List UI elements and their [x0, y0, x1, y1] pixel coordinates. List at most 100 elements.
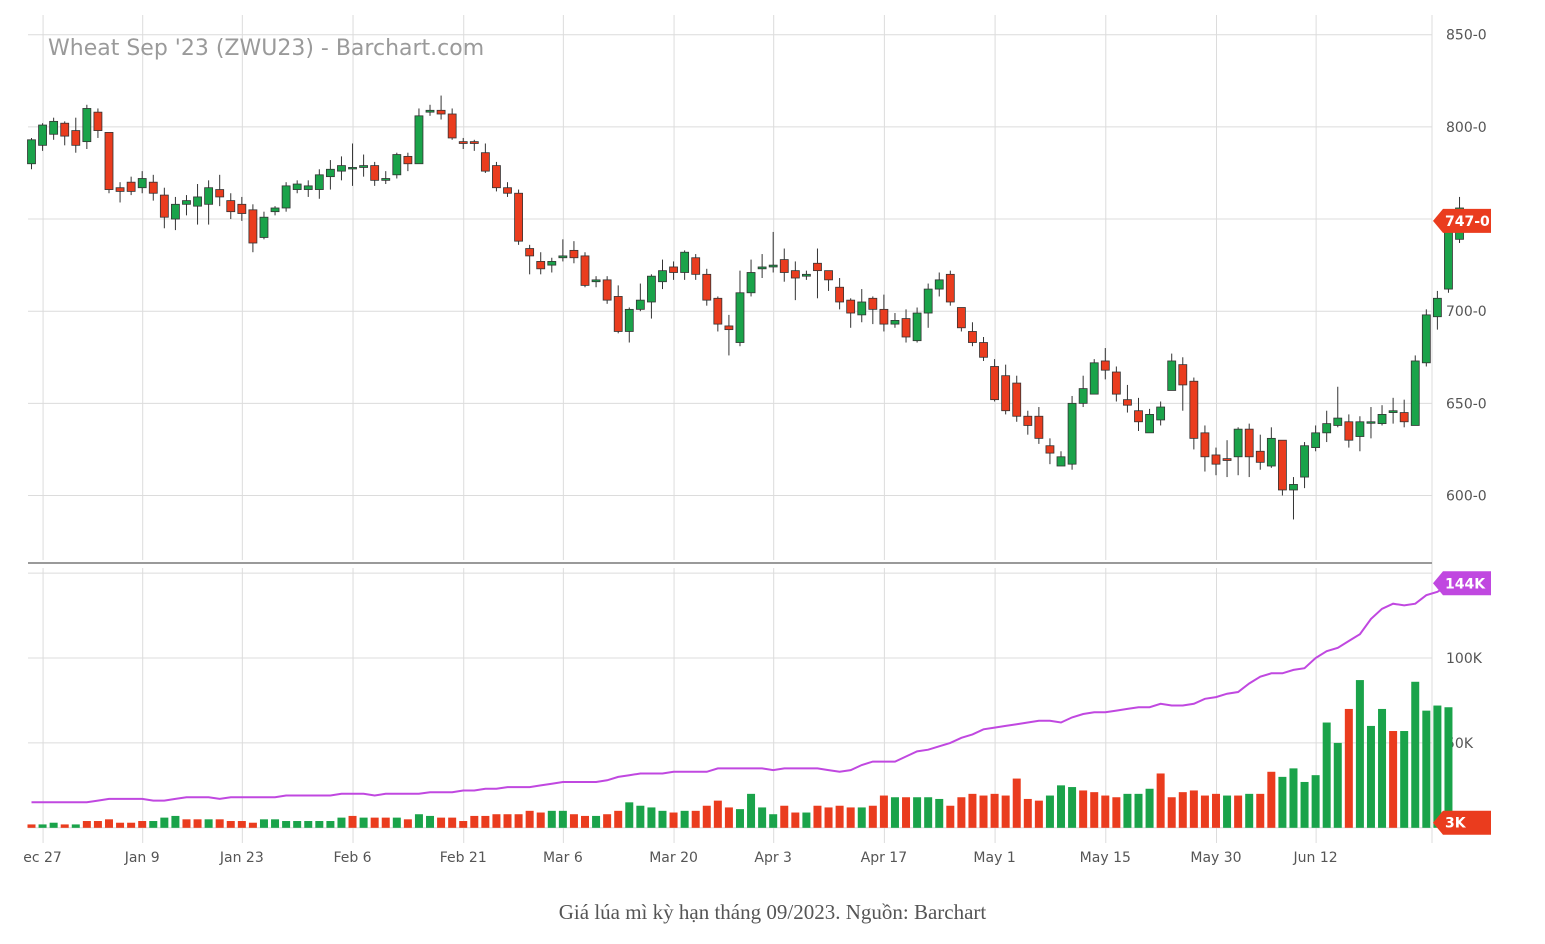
- volume-bar: [1189, 790, 1198, 828]
- volume-bar: [547, 810, 556, 828]
- candle-body: [724, 325, 734, 331]
- time-tick-label: Feb 21: [440, 850, 487, 866]
- volume-bar: [1012, 778, 1021, 828]
- time-tick-label: Jan 23: [219, 850, 264, 866]
- volume-bar: [1256, 793, 1265, 828]
- candle-body: [1410, 360, 1420, 426]
- volume-bar: [437, 817, 446, 828]
- volume-bar: [735, 809, 744, 828]
- volume-bar: [1289, 768, 1298, 828]
- volume-bar: [536, 812, 545, 828]
- volume-bar: [426, 815, 435, 828]
- time-tick-label: May 15: [1080, 850, 1131, 866]
- candle-body: [768, 264, 778, 268]
- candle-body: [901, 318, 911, 338]
- candle-body: [27, 139, 36, 165]
- volume-bar: [569, 814, 578, 828]
- volume-bar: [459, 821, 468, 828]
- candle-body: [381, 178, 391, 181]
- candle-body: [403, 155, 413, 165]
- candle-body: [60, 122, 70, 137]
- candle-body: [1045, 445, 1055, 454]
- volume-tick-label: 100K: [1446, 651, 1483, 667]
- candle-body: [1012, 382, 1022, 417]
- candle-body: [281, 185, 291, 209]
- candle-body: [1067, 402, 1077, 465]
- time-tick-label: ec 27: [23, 850, 62, 866]
- volume-bar: [1101, 795, 1110, 828]
- volume-bar: [802, 812, 811, 828]
- candle-body: [813, 262, 822, 272]
- candle-body: [348, 167, 357, 170]
- candle-body: [137, 178, 147, 189]
- candle-body: [126, 181, 136, 192]
- volume-bar: [747, 793, 756, 828]
- price-tick-label: 600-0: [1446, 488, 1487, 504]
- volume-bar: [780, 805, 789, 828]
- volume-bar: [1156, 773, 1165, 828]
- volume-bar: [1333, 742, 1342, 828]
- candle-body: [691, 257, 701, 275]
- volume-bar: [1145, 788, 1154, 828]
- candle-body: [1167, 360, 1177, 391]
- time-tick-label: Feb 6: [333, 850, 371, 866]
- volume-bar: [1079, 790, 1088, 828]
- volume-bar: [525, 810, 534, 828]
- candle-body: [49, 120, 59, 135]
- chart-caption: Giá lúa mì kỳ hạn tháng 09/2023. Nguồn: …: [558, 900, 987, 924]
- volume-bar: [990, 793, 999, 828]
- volume-bar: [1433, 705, 1442, 828]
- candle-body: [104, 132, 114, 190]
- candle-body: [503, 187, 512, 194]
- last-price-badge: 747-0: [1433, 208, 1491, 233]
- candle-body: [514, 192, 523, 242]
- volume-bar: [171, 815, 180, 828]
- candle-body: [669, 266, 678, 273]
- volume-bar: [702, 805, 711, 828]
- time-tick-label: May 1: [973, 850, 1015, 866]
- volume-bar: [1300, 781, 1309, 828]
- time-tick-label: Apr 3: [754, 850, 792, 866]
- candle-body: [1123, 399, 1132, 406]
- time-tick-label: Mar 6: [543, 850, 583, 866]
- candle-body: [1355, 421, 1365, 437]
- candle-body: [956, 307, 966, 329]
- volume-bar: [27, 824, 36, 828]
- volume-bar: [924, 797, 933, 828]
- candle-body: [1156, 406, 1166, 421]
- volume-bar: [127, 822, 136, 828]
- candle-body: [1178, 364, 1188, 386]
- candle-body: [414, 115, 424, 165]
- candle-body: [702, 273, 712, 301]
- candle-body: [1145, 414, 1154, 434]
- candle-body: [469, 141, 479, 144]
- volume-bar: [558, 810, 567, 828]
- candle-body: [1289, 484, 1298, 491]
- volume-bar: [149, 821, 158, 828]
- volume-bar: [348, 815, 357, 828]
- volume-bar: [1311, 775, 1320, 828]
- candle-body: [193, 196, 202, 207]
- last-oi-badge-text: 144K: [1445, 576, 1486, 592]
- volume-bar: [293, 821, 302, 828]
- volume-bar: [193, 819, 202, 828]
- volume-bar: [1023, 798, 1032, 828]
- last-price-badge-shape: [1433, 208, 1491, 233]
- last-oi-badge: 144K: [1433, 571, 1491, 596]
- volume-bar: [259, 819, 268, 828]
- volume-bar: [603, 814, 612, 828]
- candle-body: [337, 165, 346, 172]
- volume-bar: [1355, 680, 1364, 828]
- candle-body: [1100, 360, 1110, 371]
- candle-body: [82, 108, 92, 143]
- volume-bar: [182, 819, 191, 828]
- volume-bar: [160, 817, 169, 828]
- candle-body: [1056, 456, 1066, 467]
- candle-body: [790, 270, 800, 279]
- open-interest-line: [31, 583, 1460, 804]
- volume-bar: [1001, 795, 1010, 828]
- candle-body: [1089, 362, 1099, 395]
- volume-bar: [724, 807, 733, 828]
- volume-bar: [359, 817, 368, 828]
- volume-bar: [215, 819, 224, 828]
